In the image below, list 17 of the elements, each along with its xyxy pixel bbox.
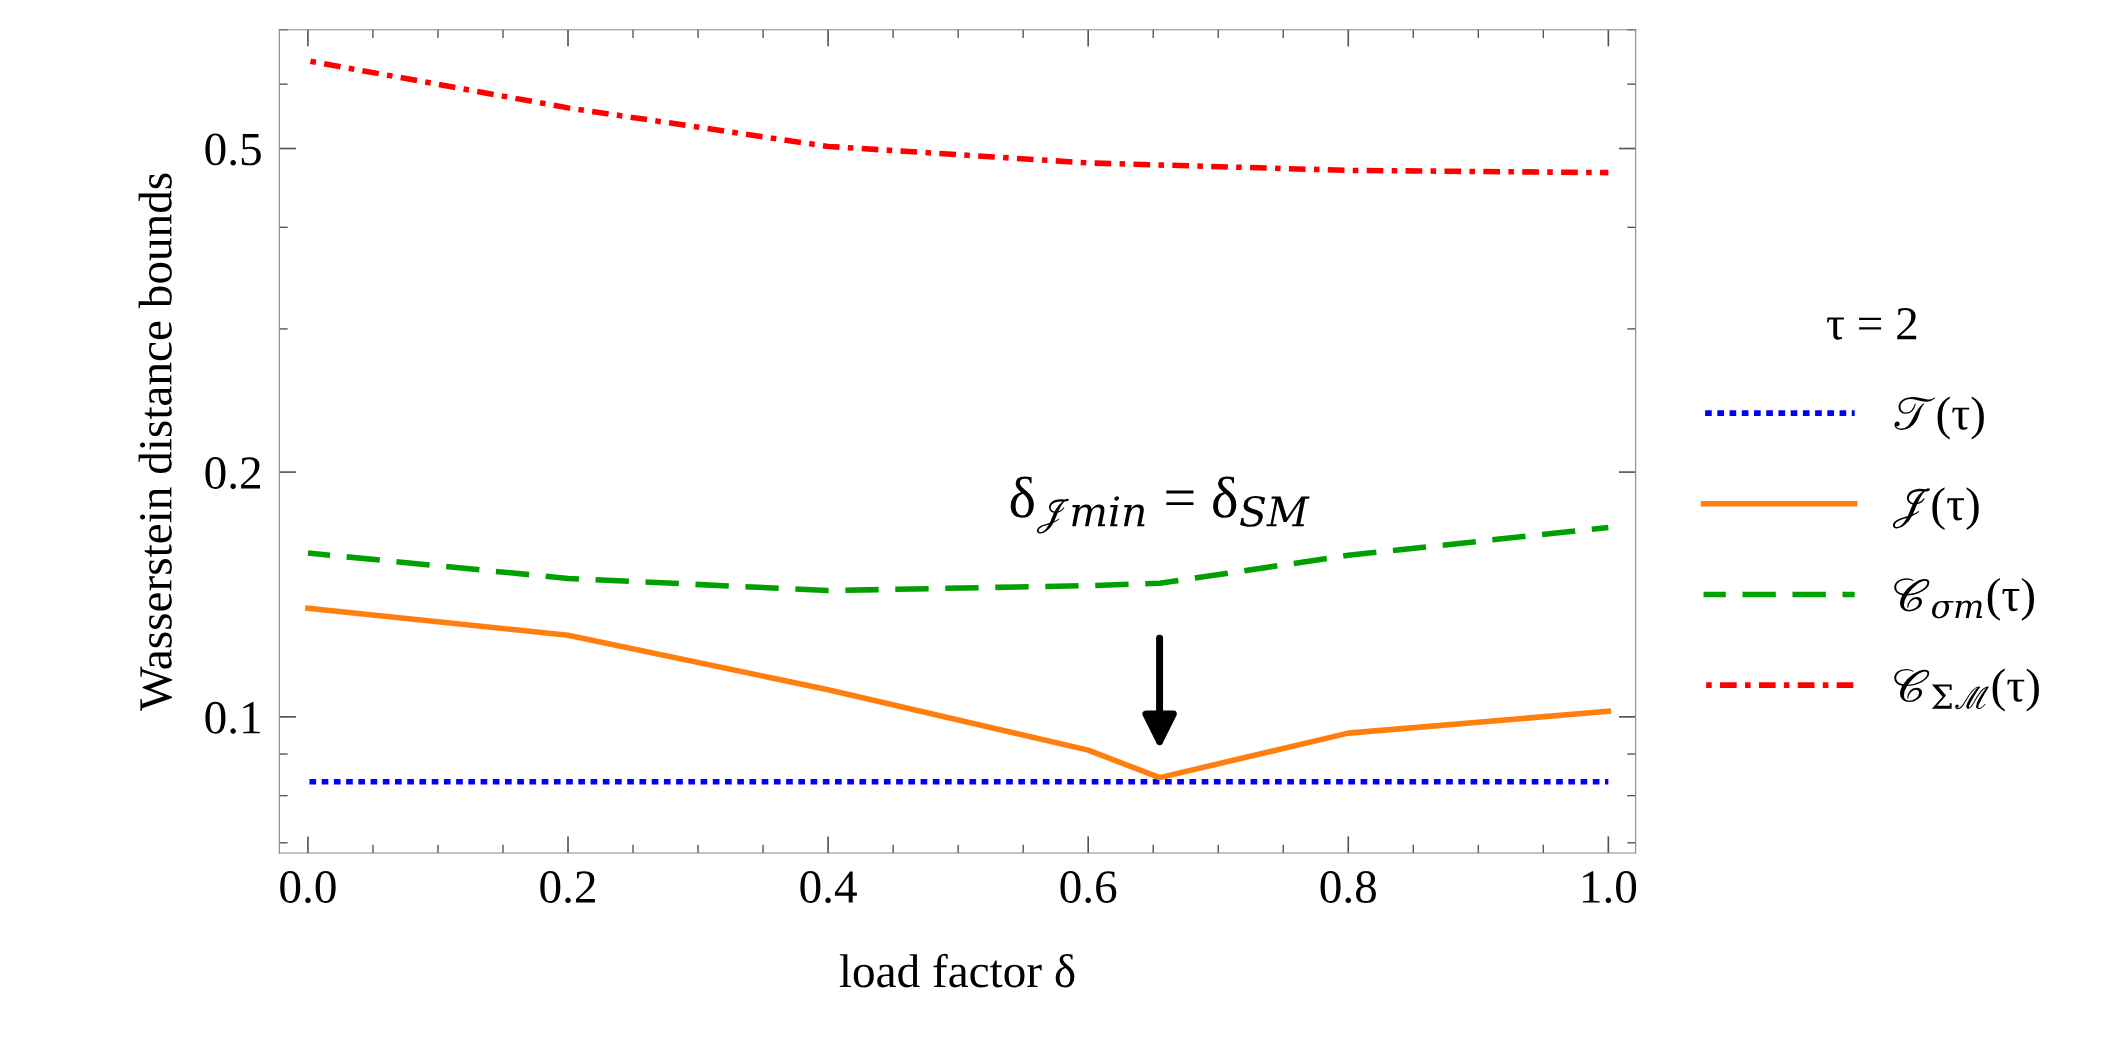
legend-title: τ = 2 xyxy=(1827,308,1917,340)
legend-label: 𝒯(τ) xyxy=(1894,396,1984,440)
legend-label: 𝒞$_{σm}$(τ) xyxy=(1894,577,2034,621)
legend-label: 𝒥(τ) xyxy=(1892,487,1979,531)
x-tick-label: 0.2 xyxy=(540,871,595,904)
y-axis-title: Wasserstein distance bounds xyxy=(138,173,173,711)
x-tick-label: 0.4 xyxy=(800,871,857,904)
x-tick-label: 0.8 xyxy=(1320,871,1376,904)
x-tick-label: 0.6 xyxy=(1060,871,1117,904)
annotation: δ$_{𝒥min}$ = δ$_{SM}$ xyxy=(1010,476,1310,534)
x-tick-label: 1.0 xyxy=(1583,871,1637,904)
x-tick-label: 0.0 xyxy=(280,871,336,904)
legend-label: 𝒞$_{Σℳ}$(τ) xyxy=(1894,668,2039,712)
y-tick-label: 0.2 xyxy=(205,457,261,490)
y-tick-label: 0.5 xyxy=(205,133,261,166)
x-axis-title: load factor δ xyxy=(839,953,1075,988)
y-tick-label: 0.1 xyxy=(205,701,260,734)
